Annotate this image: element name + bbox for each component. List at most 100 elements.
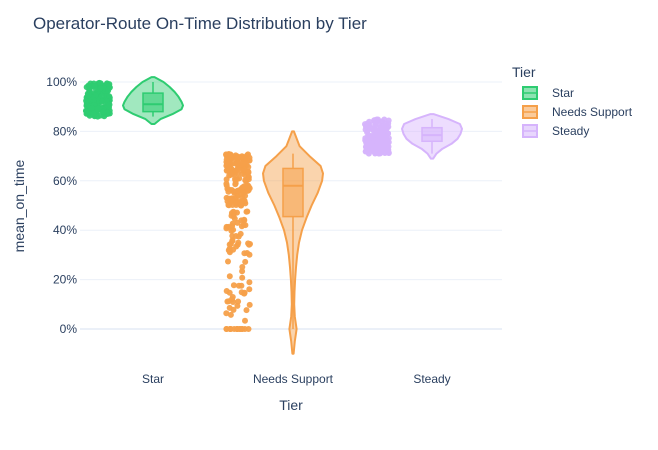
x-tick-label: Needs Support <box>253 372 334 386</box>
legend-label: Steady <box>552 124 589 138</box>
data-point <box>244 250 251 256</box>
data-point <box>245 182 251 189</box>
data-point <box>229 220 236 227</box>
data-point <box>239 264 246 270</box>
legend-entry-steady: Steady <box>522 124 589 138</box>
data-point <box>242 317 248 324</box>
data-point <box>230 299 236 305</box>
data-point <box>223 180 230 187</box>
data-point <box>246 241 253 248</box>
data-point <box>237 202 244 209</box>
data-point <box>90 110 97 117</box>
x-axis-ticks: Star Needs Support Steady <box>142 372 451 386</box>
data-point <box>227 151 234 158</box>
data-point <box>83 107 90 114</box>
data-point <box>226 289 233 296</box>
data-point <box>232 175 239 182</box>
data-point <box>226 273 233 280</box>
data-point <box>241 289 248 296</box>
data-point <box>226 247 233 254</box>
data-point <box>97 85 104 92</box>
data-point <box>235 282 242 289</box>
x-axis-title: Tier <box>279 397 303 413</box>
data-point <box>83 97 90 104</box>
box-iqr <box>142 92 164 113</box>
data-point <box>85 92 92 99</box>
data-point <box>228 227 235 234</box>
data-point <box>233 243 240 250</box>
data-point <box>99 98 106 105</box>
data-point <box>234 326 241 332</box>
data-point <box>106 93 113 100</box>
data-point <box>238 223 245 230</box>
data-point <box>363 123 369 130</box>
data-point <box>374 132 381 139</box>
y-tick-label: 0% <box>60 322 78 336</box>
data-point <box>242 177 249 184</box>
data-point <box>371 143 378 150</box>
data-point <box>382 144 389 151</box>
x-tick-label: Steady <box>413 372 450 386</box>
legend-title: Tier <box>512 64 536 80</box>
data-point <box>94 113 101 120</box>
data-point <box>100 109 106 115</box>
violin-traces <box>83 76 463 355</box>
data-point <box>234 166 241 173</box>
y-tick-label: 40% <box>53 223 77 237</box>
y-tick-label: 80% <box>53 124 77 138</box>
data-point <box>225 258 231 265</box>
data-point <box>364 136 371 143</box>
data-point <box>223 225 230 232</box>
data-point <box>368 125 375 132</box>
data-point <box>227 311 234 318</box>
grid <box>80 81 502 330</box>
data-point <box>223 176 230 183</box>
violin-trace-steady <box>362 113 463 160</box>
data-point <box>223 310 230 317</box>
data-point <box>97 80 104 87</box>
data-point <box>239 326 246 332</box>
data-point <box>230 282 237 289</box>
y-axis-ticks: 0% 20% 40% 60% 80% 100% <box>46 75 77 336</box>
data-point <box>234 219 241 226</box>
data-point <box>242 258 249 265</box>
data-point <box>227 168 234 175</box>
data-point <box>225 158 232 164</box>
data-point <box>234 187 241 194</box>
data-point <box>241 217 248 224</box>
data-point <box>239 153 245 160</box>
y-axis-title: mean_on_time <box>11 159 27 252</box>
data-point <box>226 241 233 248</box>
data-point <box>98 93 105 100</box>
data-point <box>232 180 239 187</box>
data-point <box>239 274 246 281</box>
data-point <box>246 157 253 164</box>
data-point <box>246 279 253 286</box>
box-iqr <box>282 167 304 218</box>
data-point <box>231 210 238 217</box>
violin-trace-needs-support <box>223 130 324 355</box>
data-point <box>88 105 95 111</box>
data-point <box>230 306 237 313</box>
data-point <box>229 195 236 202</box>
data-point <box>245 326 252 332</box>
legend-entry-star: Star <box>522 86 574 100</box>
data-point <box>231 215 238 222</box>
data-point <box>234 160 241 167</box>
data-point <box>378 148 385 155</box>
data-point <box>380 123 387 130</box>
data-point <box>227 326 234 332</box>
chart-title: Operator-Route On-Time Distribution by T… <box>33 14 367 33</box>
data-point <box>365 150 372 157</box>
data-point <box>237 230 244 237</box>
legend: Tier Star Needs Support Steady <box>512 64 633 138</box>
data-point <box>229 232 236 239</box>
data-point <box>366 145 373 152</box>
data-point <box>246 301 253 308</box>
data-point <box>91 82 98 89</box>
y-tick-label: 60% <box>53 174 77 188</box>
violin-trace-star <box>83 76 184 125</box>
legend-label: Star <box>552 86 574 100</box>
data-point <box>95 105 102 112</box>
